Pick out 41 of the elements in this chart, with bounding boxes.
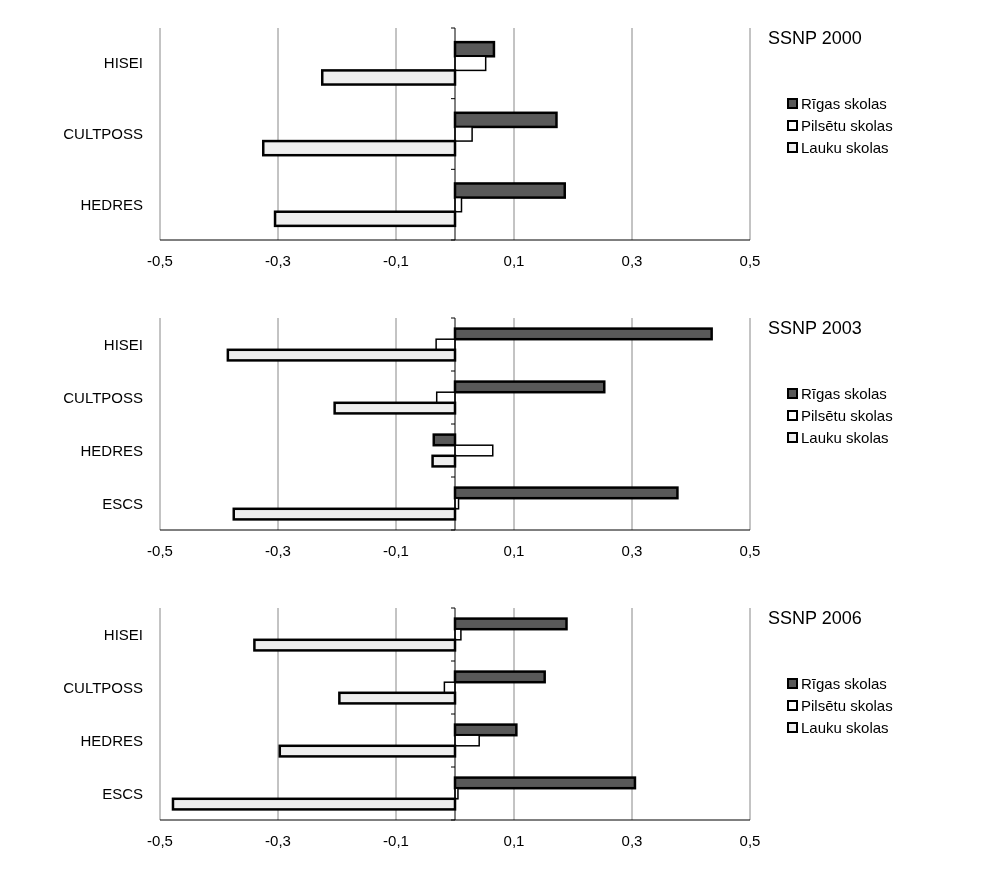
x-tick-label: -0,1 xyxy=(383,542,409,559)
y-tick-label: ESCS xyxy=(102,494,143,512)
legend-label: Pilsētu skolas xyxy=(801,697,893,714)
y-tick-label: HEDRES xyxy=(80,195,143,213)
legend-label: Lauku skolas xyxy=(801,719,889,736)
legend-label: Lauku skolas xyxy=(801,429,889,446)
x-tick-label: -0,1 xyxy=(383,252,409,269)
x-tick-label: 0,3 xyxy=(621,252,643,269)
y-tick-label: HISEI xyxy=(103,54,143,72)
y-tick-label: HISEI xyxy=(103,625,143,643)
y-tick-label: HISEI xyxy=(103,335,143,353)
x-tick-label: -0,3 xyxy=(265,832,291,849)
text: SSNP 2003 xyxy=(768,318,862,338)
x-tick-label: -0,1 xyxy=(383,832,409,849)
x-tick-label: -0,5 xyxy=(147,252,173,269)
x-tick-label: 0,1 xyxy=(503,542,525,559)
x-tick-label: 0,1 xyxy=(503,252,525,269)
x-tick-label: 0,5 xyxy=(739,252,761,269)
x-tick-label: -0,3 xyxy=(265,542,291,559)
y-tick-label: ESCS xyxy=(102,784,143,802)
text: SSNP 2000 xyxy=(768,28,862,48)
y-tick-label: CULTPOSS xyxy=(63,388,143,406)
legend-label: Lauku skolas xyxy=(801,139,889,156)
y-tick-label: HEDRES xyxy=(80,731,143,749)
legend-label: Rīgas skolas xyxy=(801,95,887,112)
y-tick-label: CULTPOSS xyxy=(63,125,143,142)
x-tick-label: 0,5 xyxy=(739,542,761,559)
x-tick-label: -0,5 xyxy=(147,832,173,849)
x-tick-label: 0,1 xyxy=(503,832,525,849)
x-tick-label: -0,5 xyxy=(147,542,173,559)
x-tick-label: -0,3 xyxy=(265,252,291,269)
legend-label: Pilsētu skolas xyxy=(801,407,893,424)
y-tick-label: HEDRES xyxy=(80,441,143,459)
y-tick-label: CULTPOSS xyxy=(63,678,143,696)
x-tick-label: 0,3 xyxy=(621,832,643,849)
x-tick-label: 0,3 xyxy=(621,542,643,559)
text: SSNP 2006 xyxy=(768,608,862,628)
x-tick-label: 0,5 xyxy=(739,832,761,849)
legend-label: Rīgas skolas xyxy=(801,675,887,692)
legend-label: Pilsētu skolas xyxy=(801,117,893,134)
legend-label: Rīgas skolas xyxy=(801,385,887,402)
